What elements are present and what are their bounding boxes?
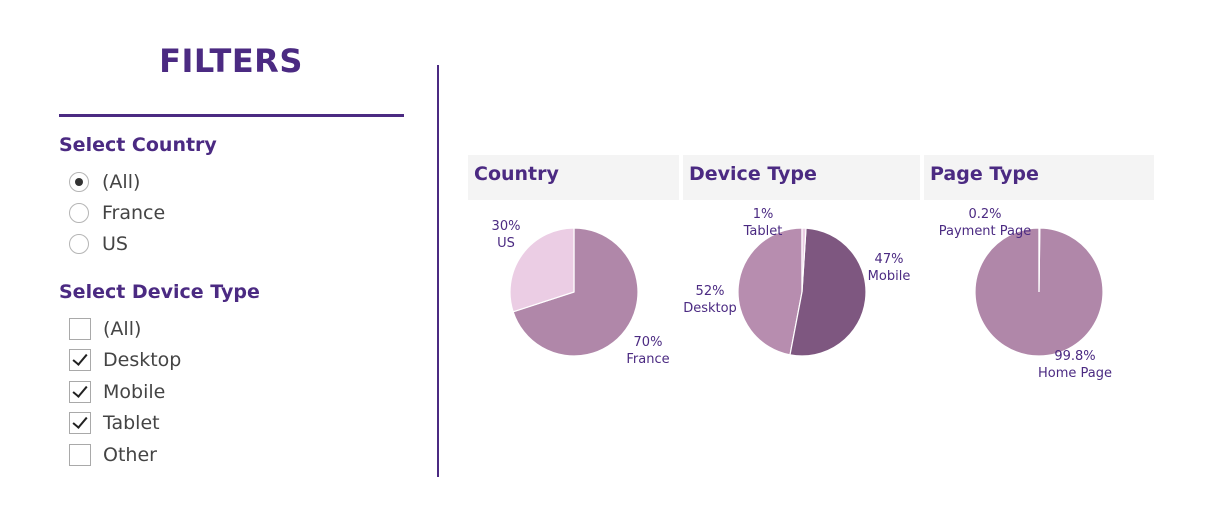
country-option-label: (All) <box>102 171 141 193</box>
checkbox-icon[interactable] <box>69 444 91 466</box>
filters-title: FILTERS <box>159 42 303 80</box>
pie-label-mobile: 47% Mobile <box>868 251 911 285</box>
page-type-chart-header: Page Type <box>924 155 1154 200</box>
device-option-all[interactable]: (All) <box>69 317 141 341</box>
select-country-label: Select Country <box>59 134 217 156</box>
pie-label-us-name: US <box>497 236 515 251</box>
pie-label-payment-page-pct: 0.2% <box>968 207 1002 222</box>
country-option-france[interactable]: France <box>69 201 165 225</box>
pie-label-home-page-name: Home Page <box>1038 366 1112 381</box>
country-option-all[interactable]: (All) <box>69 170 140 194</box>
pie-slice-tablet[interactable] <box>801 227 807 293</box>
pie-label-tablet: 1% Tablet <box>744 206 783 240</box>
device-option-label: Mobile <box>103 381 166 403</box>
device-option-tablet[interactable]: Tablet <box>69 411 160 435</box>
device-option-label: Tablet <box>103 412 160 434</box>
pie-label-france: 70% France <box>626 334 669 368</box>
device-type-chart-header: Device Type <box>683 155 920 200</box>
title-divider <box>59 114 404 117</box>
pie-label-tablet-name: Tablet <box>743 224 783 239</box>
pie-label-france-pct: 70% <box>633 335 663 350</box>
device-option-other[interactable]: Other <box>69 443 157 467</box>
radio-icon[interactable] <box>69 234 89 254</box>
device-type-chart-title: Device Type <box>689 163 817 185</box>
country-chart-title: Country <box>474 163 559 185</box>
select-device-type-label: Select Device Type <box>59 281 260 303</box>
device-option-label: (All) <box>103 318 142 340</box>
pie-label-payment-page: 0.2% Payment Page <box>939 206 1032 240</box>
pie-label-desktop-pct: 52% <box>695 284 725 299</box>
pie-label-payment-page-name: Payment Page <box>938 224 1032 239</box>
pie-label-mobile-name: Mobile <box>867 269 911 284</box>
vertical-divider <box>437 65 439 477</box>
checkbox-icon[interactable] <box>69 318 91 340</box>
country-chart-header: Country <box>468 155 679 200</box>
pie-label-us: 30% US <box>492 218 521 252</box>
device-option-mobile[interactable]: Mobile <box>69 380 165 404</box>
pie-slice-desktop[interactable] <box>789 227 867 357</box>
pie-label-home-page-pct: 99.8% <box>1054 349 1096 364</box>
country-option-us[interactable]: US <box>69 232 128 256</box>
device-option-label: Other <box>103 444 157 466</box>
radio-icon[interactable] <box>69 203 89 223</box>
pie-label-us-pct: 30% <box>491 219 521 234</box>
pie-slice-france[interactable] <box>512 227 639 357</box>
pie-label-desktop: 52% Desktop <box>683 283 737 317</box>
pie-label-tablet-pct: 1% <box>752 207 774 222</box>
pie-slice-us[interactable] <box>509 227 575 313</box>
checkbox-checked-icon[interactable] <box>69 349 91 371</box>
device-option-label: Desktop <box>103 349 182 371</box>
page-type-chart-title: Page Type <box>930 163 1039 185</box>
checkbox-checked-icon[interactable] <box>69 381 91 403</box>
checkbox-checked-icon[interactable] <box>69 412 91 434</box>
pie-label-mobile-pct: 47% <box>874 252 904 267</box>
pie-label-desktop-name: Desktop <box>683 301 737 316</box>
country-option-label: France <box>102 202 166 224</box>
device-option-desktop[interactable]: Desktop <box>69 348 181 372</box>
pie-slice-mobile[interactable] <box>737 227 803 356</box>
pie-label-france-name: France <box>626 352 670 367</box>
country-option-label: US <box>102 233 128 255</box>
radio-selected-icon[interactable] <box>69 172 89 192</box>
pie-label-home-page: 99.8% Home Page <box>1038 348 1112 382</box>
pie-slice-payment-page[interactable] <box>1038 227 1041 293</box>
